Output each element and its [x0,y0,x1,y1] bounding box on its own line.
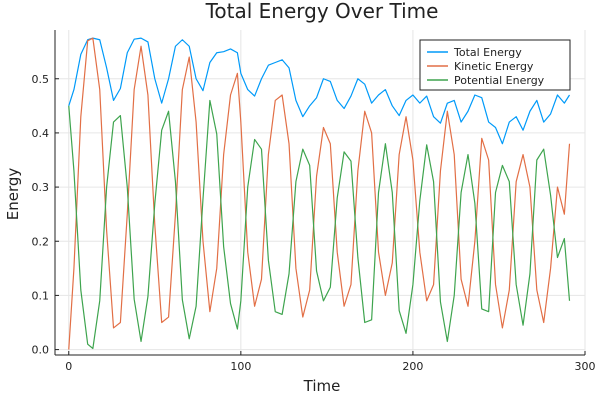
legend-label: Kinetic Energy [454,60,534,73]
x-tick-label: 300 [575,360,596,373]
y-tick-label: 0.4 [32,127,50,140]
y-tick-label: 0.5 [32,73,50,86]
series-line-kinetic-energy [68,37,571,350]
y-tick-label: 0.0 [32,344,50,357]
y-tick-label: 0.3 [32,181,50,194]
legend-box [419,39,571,91]
legend-label: Potential Energy [454,74,545,87]
x-tick-label: 0 [65,360,72,373]
series-lines [68,37,571,350]
legend-label: Total Energy [453,46,522,59]
y-axis-label: Energy [4,168,22,221]
x-tick-label: 100 [230,360,251,373]
axes [54,30,585,356]
y-tick-label: 0.1 [32,289,50,302]
x-tick-label: 200 [402,360,423,373]
chart-title: Total Energy Over Time [205,0,439,23]
y-tick-label: 0.2 [32,235,50,248]
tick-labels: 0 100 200 300 0.0 0.1 0.2 0.3 0.4 0.5 [32,73,596,373]
series-line-total-energy [68,37,571,145]
series-line-potential-energy [68,99,571,350]
x-axis-label: Time [303,377,341,395]
